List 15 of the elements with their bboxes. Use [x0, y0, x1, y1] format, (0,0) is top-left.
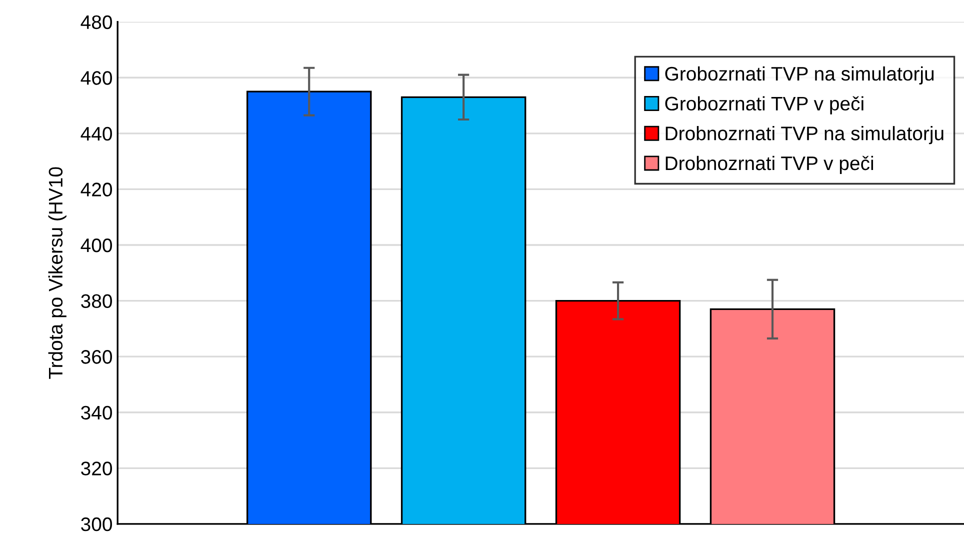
y-tick-label: 300	[81, 517, 112, 532]
y-tick-label: 360	[81, 350, 112, 364]
y-tick-label: 420	[80, 182, 112, 196]
y-axis-title: Trdota po Vikersu (HV10	[48, 167, 66, 379]
y-tick-label: 320	[81, 462, 112, 476]
y-tick-label: 380	[81, 294, 112, 308]
legend-label: Drobnozrnati TVP na simulatorju	[666, 126, 944, 144]
y-tick-label: 460	[80, 71, 112, 85]
y-tick-label: 400	[80, 238, 112, 252]
y-tick-label: 480	[80, 15, 112, 30]
y-tick-label: 440	[80, 126, 112, 141]
y-tick-label: 340	[81, 406, 112, 420]
legend-label: Drobnozrnati TVP v peči	[666, 156, 874, 174]
legend-label: Grobozrnati TVP na simulatorju	[665, 66, 934, 85]
legend-label: Grobozrnati TVP v peči	[665, 96, 864, 114]
